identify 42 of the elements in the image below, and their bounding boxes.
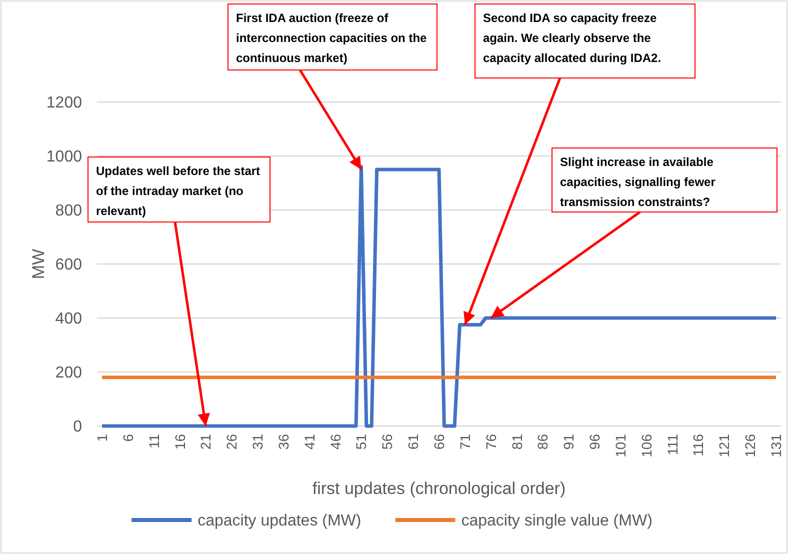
- x-tick-label: 121: [716, 434, 732, 458]
- legend-label: capacity single value (MW): [461, 512, 652, 530]
- x-tick-label: 81: [508, 434, 525, 450]
- x-tick-label: 51: [353, 434, 370, 450]
- x-tick-label: 21: [198, 434, 214, 450]
- x-tick-label: 106: [638, 434, 654, 458]
- y-tick-label: 600: [55, 256, 82, 274]
- x-tick-label: 76: [482, 434, 499, 450]
- annotation: Second IDA so capacity freeze again. We clearly observe the capacity allocated during IDA2.: [483, 11, 662, 65]
- x-tick-label: 31: [250, 434, 266, 450]
- x-tick-label: 96: [586, 434, 603, 450]
- x-tick-label: 11: [146, 434, 162, 449]
- x-tick-label: 26: [224, 434, 240, 450]
- annotation: First IDA auction (freeze of interconnection capacities on the continuous market): [236, 11, 428, 65]
- y-axis-title: MW: [29, 248, 48, 280]
- x-tick-label: 1: [94, 434, 110, 442]
- x-tick-label: 71: [456, 434, 473, 450]
- x-tick-label: 56: [379, 434, 396, 450]
- legend-label: capacity updates (MW): [198, 512, 362, 530]
- y-tick-label: 800: [55, 202, 82, 220]
- annotation: Updates well before the start of the intraday market (no relevant): [96, 164, 260, 218]
- x-tick-label: 126: [742, 434, 758, 458]
- x-tick-label: 91: [560, 434, 577, 450]
- x-tick-label: 61: [405, 434, 422, 450]
- annotation: Slight increase in available capacities, signalling fewer transmission constraints?: [560, 155, 716, 209]
- x-tick-label: 111: [664, 434, 680, 456]
- y-tick-label: 400: [55, 310, 82, 328]
- x-tick-label: 6: [120, 434, 136, 442]
- y-tick-label: 200: [55, 364, 82, 382]
- x-tick-label: 66: [431, 434, 447, 450]
- x-tick-label: 86: [534, 434, 551, 450]
- x-tick-label: 46: [327, 434, 344, 450]
- x-tick-label: 131: [768, 434, 784, 458]
- y-tick-label: 0: [73, 418, 82, 436]
- x-tick-label: 116: [690, 434, 706, 456]
- x-tick-label: 41: [301, 434, 318, 450]
- x-axis-title: first updates (chronological order): [312, 479, 566, 498]
- x-tick-label: 16: [172, 434, 188, 450]
- y-tick-label: 1200: [46, 94, 82, 112]
- x-tick-label: 36: [275, 434, 292, 450]
- y-tick-label: 1000: [46, 148, 82, 166]
- x-tick-label: 101: [612, 434, 628, 458]
